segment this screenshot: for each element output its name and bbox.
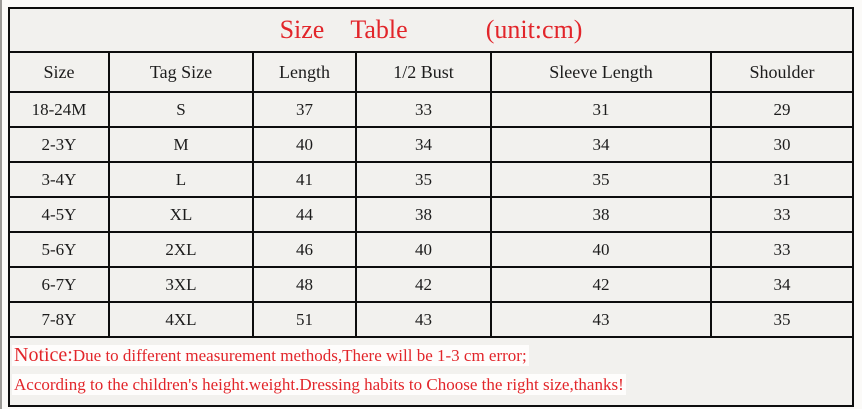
cell-sleeve-length: 38 [490,196,712,233]
col-header-size: Size [8,51,110,93]
page-title: Size Table (unit:cm) [7,7,855,53]
size-table: Size Table (unit:cm) Size Tag Size Length … [7,7,855,407]
cell-shoulder: 33 [709,196,855,233]
cell-tag-size: 4XL [108,301,254,338]
cell-tag-size: 3XL [108,266,254,303]
cell-shoulder: 35 [709,301,855,338]
cell-half-bust: 38 [355,196,492,233]
cell-sleeve-length: 43 [490,301,712,338]
cell-size: 2-3Y [8,126,110,163]
cell-tag-size: 2XL [108,231,254,268]
cell-sleeve-length: 34 [490,126,712,163]
cell-shoulder: 31 [709,161,855,198]
notice-text-1: Due to different measurement methods,The… [72,346,527,365]
cell-size: 18-24M [8,91,110,128]
col-header-length: Length [252,51,357,93]
cell-half-bust: 43 [355,301,492,338]
table-row: 18-24M S 37 33 31 29 [8,91,855,128]
notice-text-2: According to the children's height.weigh… [12,374,626,395]
cell-sleeve-length: 31 [490,91,712,128]
cell-length: 37 [252,91,357,128]
col-header-half-bust: 1/2 Bust [355,51,492,93]
table-row: 7-8Y 4XL 51 43 43 35 [8,301,855,338]
title-word-size: Size [279,15,325,44]
table-row: 2-3Y M 40 34 34 30 [8,126,855,163]
col-header-shoulder: Shoulder [709,51,855,93]
cell-length: 41 [252,161,357,198]
table-row: 5-6Y 2XL 46 40 40 33 [8,231,855,268]
cell-half-bust: 35 [355,161,492,198]
cell-half-bust: 33 [355,91,492,128]
cell-half-bust: 40 [355,231,492,268]
cell-size: 7-8Y [8,301,110,338]
cell-tag-size: L [108,161,254,198]
screenshot-edge-line [0,0,2,409]
cell-length: 40 [252,126,357,163]
cell-shoulder: 33 [709,231,855,268]
table-row: 6-7Y 3XL 48 42 42 34 [8,266,855,303]
cell-half-bust: 34 [355,126,492,163]
cell-size: 3-4Y [8,161,110,198]
cell-size: 6-7Y [8,266,110,303]
header-row: Size Tag Size Length 1/2 Bust Sleeve Len… [8,51,855,93]
cell-sleeve-length: 40 [490,231,712,268]
notice-line-1: Notice:Due to different measurement meth… [12,345,850,366]
cell-shoulder: 30 [709,126,855,163]
col-header-tag-size: Tag Size [108,51,254,93]
title-row: Size Table (unit:cm) [7,7,855,53]
notice-line-2: According to the children's height.weigh… [12,374,850,395]
cell-half-bust: 42 [355,266,492,303]
notice-label: Notice: [14,344,73,366]
notice-section: Notice:Due to different measurement meth… [7,336,855,407]
cell-shoulder: 34 [709,266,855,303]
title-unit-label: (unit:cm) [485,15,583,44]
cell-length: 48 [252,266,357,303]
cell-tag-size: S [108,91,254,128]
table-row: 4-5Y XL 44 38 38 33 [8,196,855,233]
col-header-sleeve-length: Sleeve Length [490,51,712,93]
cell-tag-size: XL [108,196,254,233]
cell-shoulder: 29 [709,91,855,128]
table-row: 3-4Y L 41 35 35 31 [8,161,855,198]
cell-length: 51 [252,301,357,338]
cell-sleeve-length: 35 [490,161,712,198]
cell-tag-size: M [108,126,254,163]
notice-row: Notice:Due to different measurement meth… [7,336,855,407]
title-word-table: Table [350,15,408,44]
cell-size: 4-5Y [8,196,110,233]
cell-sleeve-length: 42 [490,266,712,303]
cell-length: 44 [252,196,357,233]
cell-length: 46 [252,231,357,268]
cell-size: 5-6Y [8,231,110,268]
